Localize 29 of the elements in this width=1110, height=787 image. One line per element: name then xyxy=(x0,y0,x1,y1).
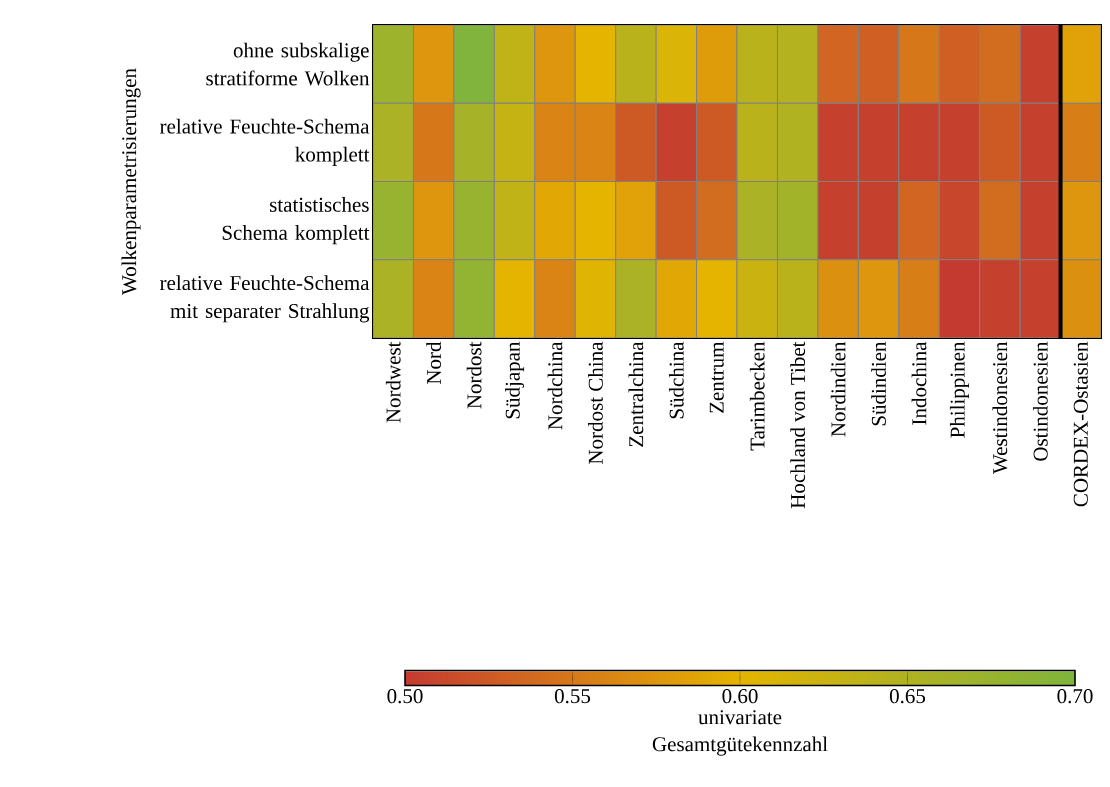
y-tick-label: statistisches Schema komplett xyxy=(222,197,370,245)
x-tick-label: Nordwest xyxy=(385,341,401,423)
x-tick-label: Philippinen xyxy=(949,341,969,438)
y-tick-label: ohne subskalige stratiforme Wolken xyxy=(206,42,370,86)
x-tick-label: Südindien xyxy=(871,341,886,426)
color-bar-title: univariate Gesamtgütekennzahl xyxy=(652,710,828,756)
x-tick-label: Indochina xyxy=(911,341,927,425)
color-bar-label: 0.60 xyxy=(722,689,758,704)
x-tick-label: Südchina xyxy=(668,341,684,419)
x-tick-label: Westindonesien xyxy=(992,341,1008,474)
color-bar-label: 0.65 xyxy=(889,689,926,704)
x-tick-label: Nordost China xyxy=(588,341,603,464)
x-tick-label: CORDEX-Ostasien xyxy=(1073,341,1088,507)
color-bar-label: 0.70 xyxy=(1057,689,1093,704)
x-tick-label: Ostindonesien xyxy=(1032,341,1048,461)
y-tick-label: relative Feuchte-Schema komplett xyxy=(159,118,370,166)
y-tick-label: relative Feuchte-Schema mit separater Strahlung xyxy=(159,275,370,323)
x-tick-label: Nordindien xyxy=(830,341,846,437)
color-bar-label: 0.50 xyxy=(387,689,423,704)
x-tick-label: Zentrum xyxy=(709,341,724,413)
y-axis-title: Wolkenparametrisierungen xyxy=(121,68,141,295)
x-tick-label: Nordchina xyxy=(547,341,563,430)
x-tick-label: Hochland von Tibet xyxy=(790,341,806,509)
x-tick-label: Nord xyxy=(426,341,442,385)
x-tick-label: Nordost xyxy=(466,341,482,409)
x-tick-label: Tarimbecken xyxy=(749,341,765,451)
x-tick-label: Zentralchina xyxy=(628,341,644,447)
color-bar-label: 0.55 xyxy=(554,689,591,704)
x-tick-label: Südjapan xyxy=(505,341,525,419)
